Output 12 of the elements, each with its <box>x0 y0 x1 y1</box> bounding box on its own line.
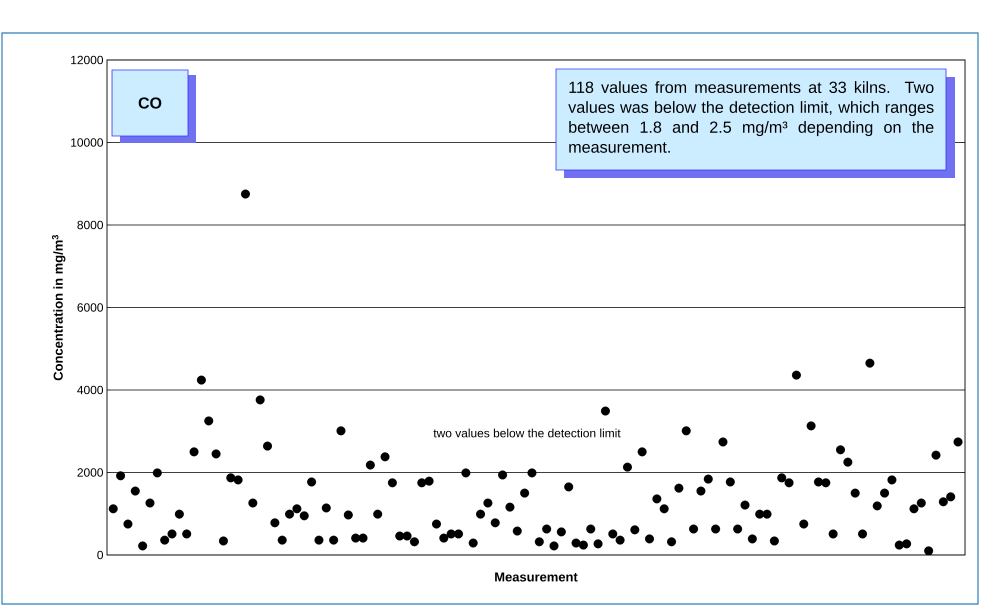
y-axis-title: Concentration in mg/m$^{3}$ <box>52 235 66 380</box>
annotation: 118 values from measurements at 33 kilns. Two values was below the detection limit, which ranges between 1.8 and 2.5 mg/m³ depending on the measurement. <box>568 81 934 153</box>
annotation: two values below the detection limit <box>433 428 621 438</box>
y-tick-label: 2000 <box>77 468 104 477</box>
text: CO <box>138 97 162 109</box>
y-tick-label: 12000 <box>71 56 104 64</box>
y-tick-label: 0 <box>97 550 104 560</box>
y-tick-label: 10000 <box>71 138 104 147</box>
y-tick-label: 4000 <box>77 386 104 394</box>
y-tick-label: 8000 <box>77 220 104 230</box>
y-tick-label: 6000 <box>78 303 104 312</box>
x-axis-title: Measurement <box>495 572 578 582</box>
